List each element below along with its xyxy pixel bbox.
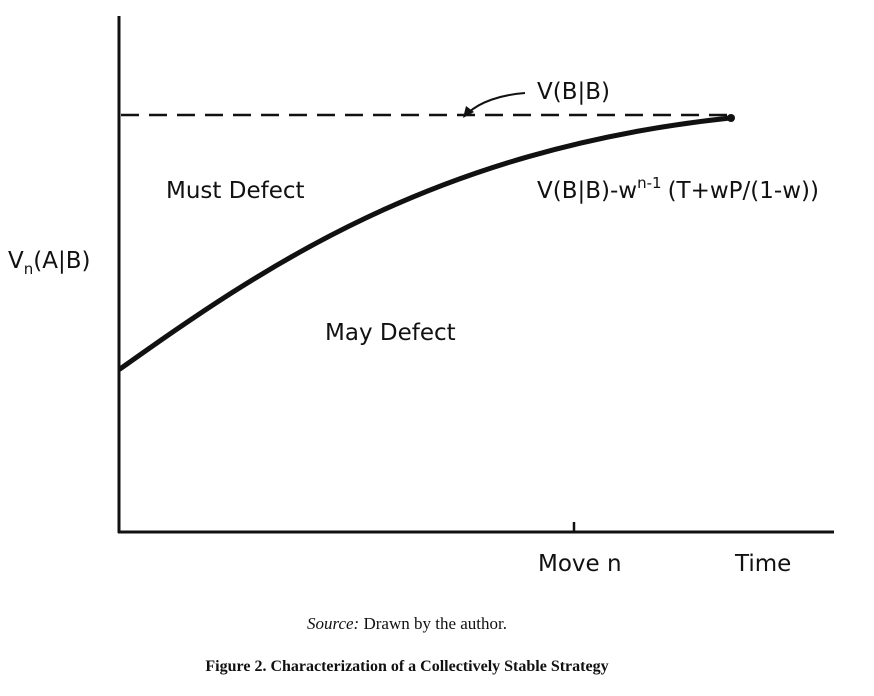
y-axis-label-sub: n bbox=[24, 260, 34, 278]
region-must-defect: Must Defect bbox=[166, 178, 305, 204]
y-axis-label-rest: (A|B) bbox=[33, 248, 90, 274]
figure-title: Figure 2. Characterization of a Collecti… bbox=[205, 658, 609, 675]
curve-label-sup: n-1 bbox=[637, 174, 661, 192]
y-axis-label: Vn(A|B) bbox=[8, 248, 90, 278]
x-tick-label: Move n bbox=[538, 551, 622, 577]
curve-label: V(B|B)-wn-1 (T+wP/(1-w)) bbox=[537, 174, 819, 204]
y-axis-label-main: V bbox=[8, 248, 24, 274]
region-may-defect: May Defect bbox=[325, 320, 456, 346]
source-line: Source: Drawn by the author. bbox=[0, 614, 874, 634]
source-label: Source: bbox=[306, 614, 360, 633]
dashed-line-label: V(B|B) bbox=[537, 79, 610, 105]
curve bbox=[117, 115, 733, 372]
x-axis-label: Time bbox=[734, 551, 791, 577]
arrowhead bbox=[463, 106, 474, 118]
source-text: Drawn by the author. bbox=[363, 614, 508, 633]
label-arrow bbox=[467, 92, 526, 114]
curve-label-suffix: (T+wP/(1-w)) bbox=[668, 178, 819, 204]
curve-endpoint bbox=[727, 114, 735, 122]
curve-label-prefix: V(B|B)-w bbox=[537, 178, 637, 204]
